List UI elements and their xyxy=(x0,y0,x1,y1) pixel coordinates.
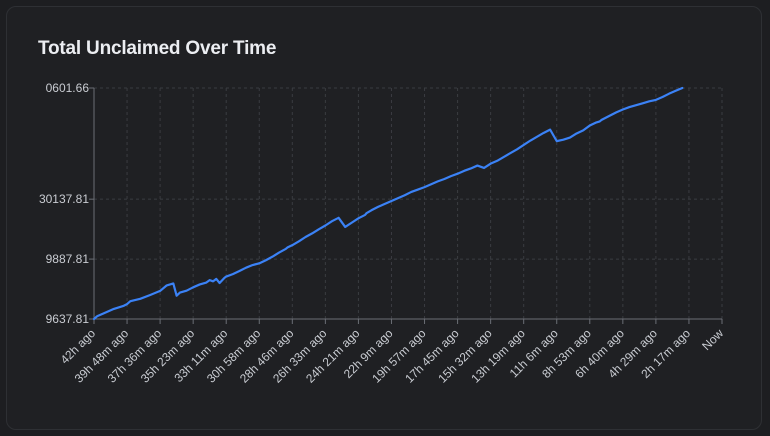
x-tick-label: Now xyxy=(699,326,726,353)
chart-card xyxy=(6,6,762,430)
y-tick-label: 0601.66 xyxy=(46,81,90,95)
y-tick-label: 9887.81 xyxy=(46,252,90,266)
y-tick-label: 9637.81 xyxy=(46,312,90,326)
y-tick-label: 30137.81 xyxy=(39,192,89,206)
chart-title: Total Unclaimed Over Time xyxy=(38,38,277,59)
series-line xyxy=(92,86,684,321)
